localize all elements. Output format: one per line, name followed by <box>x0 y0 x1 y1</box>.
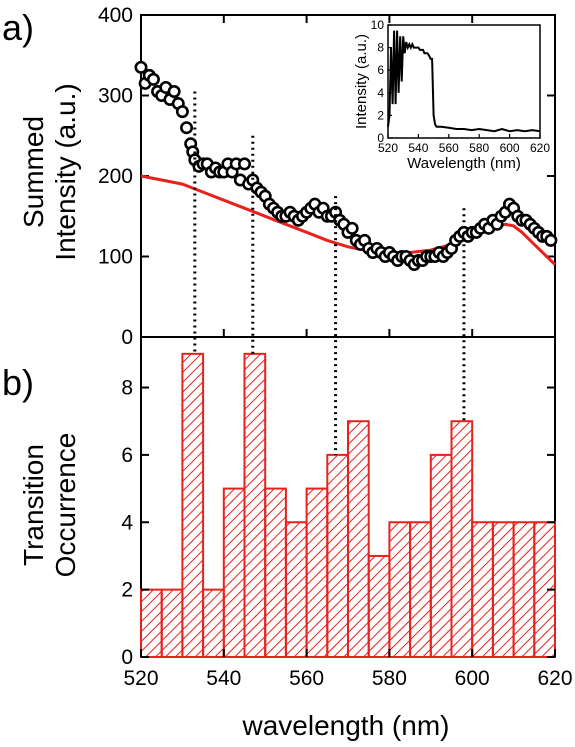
panel-a-ytick-label: 0 <box>121 326 133 349</box>
inset-ytick-label: 8 <box>377 41 384 55</box>
panel-b-bar <box>326 453 349 659</box>
panel-b-xtick-label: 620 <box>537 667 572 690</box>
panel-a-data-point <box>175 105 189 119</box>
panel-b-ytick-label: 8 <box>121 377 133 400</box>
inset-xtick-label: 520 <box>378 141 398 155</box>
panel-a-ytick-label: 200 <box>98 165 133 188</box>
panel-b-bar <box>450 420 474 659</box>
inset-xlabel: Wavelength (nm) <box>407 155 521 172</box>
panel-a-label: a) <box>2 7 34 48</box>
ylabel-a-line2: Intensity (a.u.) <box>50 83 81 260</box>
panel-a-ytick-label: 100 <box>98 246 133 269</box>
panel-b-bar <box>284 521 308 659</box>
inset-ytick-label: 0 <box>377 131 384 145</box>
ylabel-b-line2: Occurrence <box>50 433 81 578</box>
inset-ytick-label: 10 <box>371 18 385 32</box>
panel-b-xtick-label: 600 <box>455 667 490 690</box>
panel-b-xtick-label: 520 <box>123 667 158 690</box>
panel-b-plot: 0 2 4 6 8 520 540 560 580 600 620 <box>121 336 573 690</box>
panel-b-bar <box>471 521 494 659</box>
inset-xtick-label: 560 <box>439 141 459 155</box>
panel-b-bar <box>347 420 370 659</box>
panel-b-bar <box>243 352 267 658</box>
panel-b-ytick-label: 2 <box>121 579 133 602</box>
inset-ytick-label: 4 <box>377 86 384 100</box>
panel-b-label: b) <box>2 362 34 403</box>
inset-ytick-label: 2 <box>377 108 384 122</box>
panel-b-bar <box>367 554 391 659</box>
ylabel-b-line1: Transition <box>18 444 49 566</box>
panel-a-data-point <box>167 84 181 98</box>
panel-a-data-point <box>134 60 148 74</box>
panel-b-bar <box>491 521 515 659</box>
panel-b-bar <box>305 487 329 658</box>
dotted-guide-lines <box>193 91 466 455</box>
panel-b-bar <box>181 352 205 658</box>
panel-a-data-point <box>238 157 252 171</box>
inset-xtick-label: 580 <box>469 141 489 155</box>
panel-b-bar <box>202 588 225 659</box>
inset-plot: 0 2 4 6 8 10 520 540 560 580 600 620 Wavelength (nm)… <box>353 18 550 172</box>
panel-b-xtick-label: 580 <box>372 667 407 690</box>
panel-b-ytick-label: 4 <box>121 511 133 534</box>
panel-b-bar <box>409 521 432 659</box>
xlabel: wavelength (nm) <box>242 710 450 741</box>
panel-b-bar <box>388 521 412 659</box>
panel-a-ytick-label: 400 <box>98 4 133 27</box>
inset-xtick-label: 540 <box>408 141 428 155</box>
inset-xtick-label: 600 <box>500 141 520 155</box>
panel-a-ytick-label: 300 <box>98 85 133 108</box>
ylabel-a-line1: Summed <box>18 116 49 228</box>
panel-b-xtick-label: 560 <box>289 667 324 690</box>
panel-b-bar <box>429 453 453 659</box>
panel-b-bar <box>222 487 246 658</box>
panel-b-bar <box>264 487 287 658</box>
panel-b-bar <box>160 588 184 659</box>
inset-ylabel: Intensity (a.u.) <box>353 34 370 129</box>
panel-a-data-point <box>146 72 160 86</box>
panel-b-bar <box>140 588 163 659</box>
panel-a-data-point <box>544 233 558 247</box>
panel-b-bar <box>512 521 536 659</box>
panel-a-data-point <box>345 221 359 235</box>
panel-a-data-point <box>180 121 194 135</box>
inset-xtick-label: 620 <box>530 141 550 155</box>
inset-line <box>387 30 541 133</box>
panel-b-ytick-label: 6 <box>121 444 133 467</box>
panel-b-xtick-label: 540 <box>206 667 241 690</box>
panel-b-ytick-label: 0 <box>121 646 133 669</box>
inset-frame <box>387 24 541 139</box>
inset-ytick-label: 6 <box>377 63 384 77</box>
